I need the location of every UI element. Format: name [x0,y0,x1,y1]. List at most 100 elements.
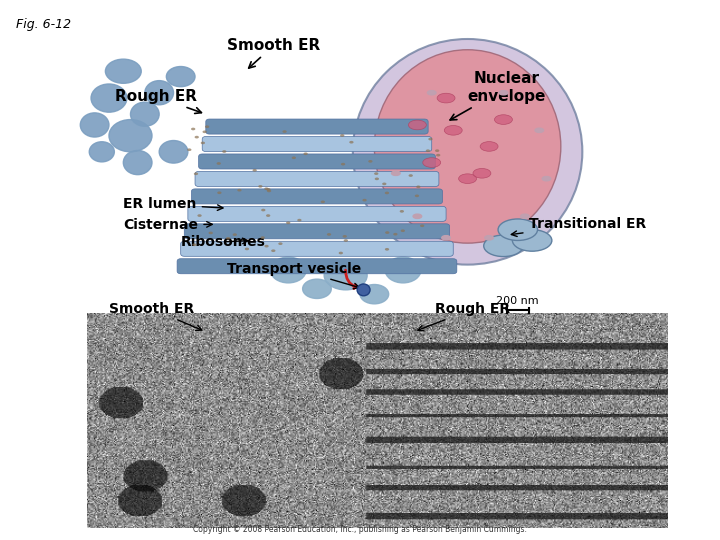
Ellipse shape [428,138,433,140]
Text: Transport vesicle: Transport vesicle [228,262,361,289]
Ellipse shape [374,172,379,175]
Text: Cisternae: Cisternae [123,218,212,232]
Ellipse shape [191,127,195,130]
Ellipse shape [535,128,544,132]
FancyBboxPatch shape [184,224,450,239]
Ellipse shape [416,185,420,188]
Ellipse shape [485,235,493,240]
Ellipse shape [226,237,230,240]
Text: 200 nm: 200 nm [497,296,539,306]
Ellipse shape [408,120,426,130]
Ellipse shape [324,261,367,290]
Ellipse shape [292,157,296,159]
Ellipse shape [353,39,582,265]
Ellipse shape [261,237,265,239]
Ellipse shape [253,169,257,172]
Ellipse shape [484,235,523,256]
Ellipse shape [459,174,477,184]
Ellipse shape [480,141,498,151]
Ellipse shape [327,233,331,236]
Ellipse shape [444,125,462,135]
Ellipse shape [245,247,249,250]
FancyBboxPatch shape [177,259,456,274]
Ellipse shape [302,279,331,299]
Ellipse shape [105,59,141,83]
Ellipse shape [320,200,325,203]
Ellipse shape [357,284,370,296]
Ellipse shape [91,84,127,112]
Ellipse shape [303,152,307,155]
Ellipse shape [233,233,237,236]
Text: Fig. 6-12: Fig. 6-12 [16,17,71,30]
Ellipse shape [217,191,222,194]
Ellipse shape [420,225,424,227]
Ellipse shape [89,141,114,162]
Ellipse shape [205,125,210,128]
Text: Rough ER: Rough ER [114,89,202,113]
Ellipse shape [297,219,302,221]
Ellipse shape [261,208,266,211]
Ellipse shape [495,114,513,124]
Ellipse shape [267,190,271,192]
Ellipse shape [392,171,400,176]
FancyBboxPatch shape [199,154,436,169]
Ellipse shape [435,150,439,152]
Ellipse shape [201,141,205,144]
Ellipse shape [282,130,287,133]
Ellipse shape [271,249,276,252]
FancyBboxPatch shape [192,189,443,204]
Text: Smooth ER: Smooth ER [228,38,320,68]
FancyBboxPatch shape [206,119,428,134]
Ellipse shape [385,257,421,283]
Text: Ribosomes: Ribosomes [181,235,266,249]
Ellipse shape [109,119,152,152]
Ellipse shape [286,221,290,224]
Text: Copyright © 2008 Pearson Education, Inc., publishing as Pearson Benjamin Cumming: Copyright © 2008 Pearson Education, Inc.… [193,525,527,534]
Text: Rough ER: Rough ER [418,302,510,331]
Ellipse shape [498,219,538,240]
Ellipse shape [202,131,207,133]
Ellipse shape [513,230,552,251]
Ellipse shape [400,210,404,213]
FancyBboxPatch shape [195,171,439,186]
Ellipse shape [360,285,389,304]
Ellipse shape [166,66,195,87]
Ellipse shape [374,50,561,243]
Ellipse shape [442,235,451,240]
Ellipse shape [423,158,441,167]
Ellipse shape [343,235,347,238]
Text: Nuclear
envelope: Nuclear envelope [450,71,546,120]
Ellipse shape [521,214,529,218]
Text: ER lumen: ER lumen [123,197,223,211]
Ellipse shape [393,233,397,235]
Ellipse shape [194,136,199,138]
Ellipse shape [542,177,551,181]
Ellipse shape [436,154,441,157]
Ellipse shape [264,245,269,247]
Ellipse shape [341,163,345,165]
Ellipse shape [238,189,242,192]
Ellipse shape [385,248,390,251]
Ellipse shape [473,168,491,178]
Ellipse shape [197,214,202,217]
Ellipse shape [385,231,390,234]
Ellipse shape [81,113,109,137]
Ellipse shape [384,192,389,194]
Ellipse shape [258,185,263,188]
Ellipse shape [278,242,282,245]
Ellipse shape [382,183,387,185]
Ellipse shape [123,151,152,174]
Ellipse shape [415,194,419,197]
Ellipse shape [145,80,174,105]
Ellipse shape [362,199,366,201]
Ellipse shape [374,178,379,180]
Ellipse shape [222,150,226,153]
FancyBboxPatch shape [181,241,453,256]
Ellipse shape [349,141,354,144]
Ellipse shape [428,91,436,95]
Ellipse shape [194,172,198,175]
Ellipse shape [400,230,405,232]
Ellipse shape [270,257,306,283]
Ellipse shape [209,232,213,234]
Ellipse shape [266,188,271,191]
